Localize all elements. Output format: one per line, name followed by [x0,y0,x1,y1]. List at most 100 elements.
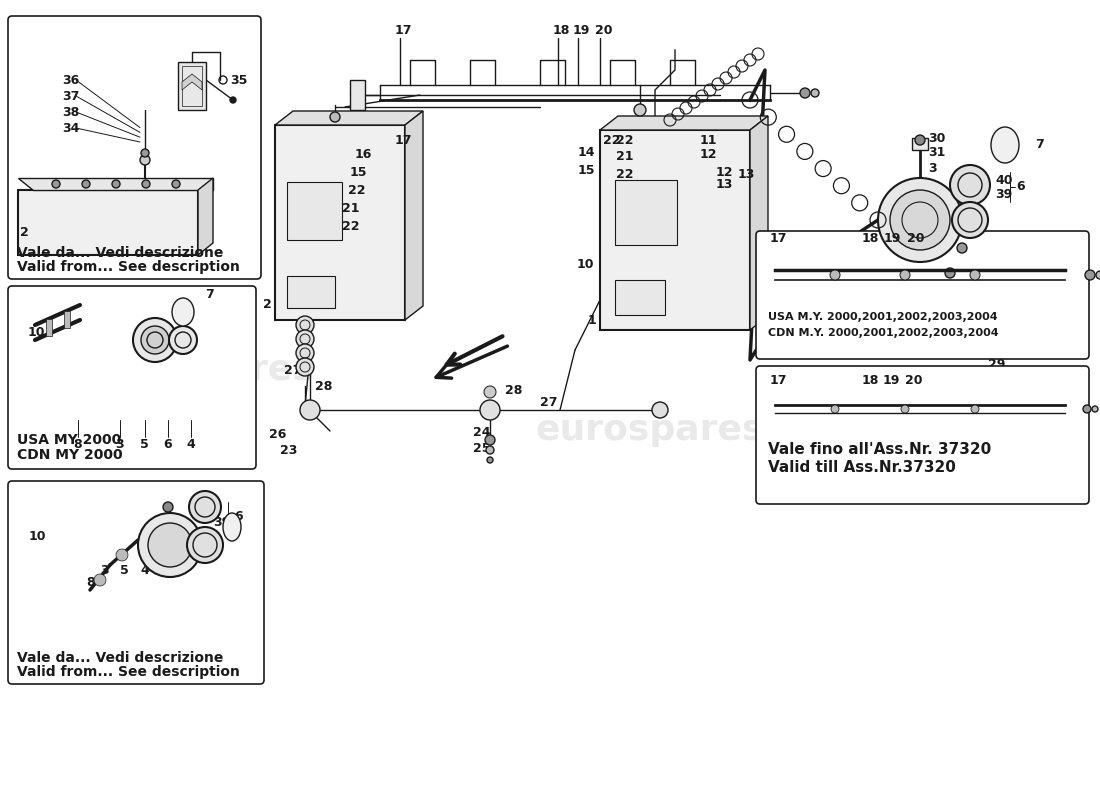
Circle shape [169,326,197,354]
Text: 5: 5 [120,563,129,577]
Text: 27: 27 [284,363,301,377]
Circle shape [485,435,495,445]
Text: Vale da... Vedi descrizione: Vale da... Vedi descrizione [16,246,223,260]
Text: eurospares: eurospares [536,413,764,447]
Text: 7: 7 [1035,138,1044,151]
Text: 18: 18 [862,231,879,245]
Text: USA M.Y. 2000,2001,2002,2003,2004: USA M.Y. 2000,2001,2002,2003,2004 [768,312,998,322]
Circle shape [116,549,128,561]
FancyBboxPatch shape [756,366,1089,504]
Text: 3: 3 [100,563,109,577]
Text: 25: 25 [473,442,491,454]
Circle shape [878,178,962,262]
FancyBboxPatch shape [756,231,1089,359]
Text: 20: 20 [595,23,613,37]
Bar [615,280,666,315]
Circle shape [296,330,314,348]
Text: CDN M.Y. 2000,2001,2002,2003,2004: CDN M.Y. 2000,2001,2002,2003,2004 [768,328,999,338]
Text: 23: 23 [280,443,297,457]
Circle shape [140,155,150,165]
Circle shape [296,358,314,376]
Text: Valid from... See description: Valid from... See description [16,665,240,679]
Bar [350,80,365,110]
Bar [45,319,52,336]
Text: 2: 2 [20,226,29,238]
Text: 16: 16 [355,149,373,162]
Circle shape [970,270,980,280]
Circle shape [811,89,819,97]
Text: 5: 5 [140,438,148,451]
Text: 10: 10 [28,326,45,338]
Circle shape [1096,271,1100,279]
Circle shape [142,180,150,188]
Text: 17: 17 [395,23,412,37]
Text: 11: 11 [700,134,717,146]
Bar [178,62,206,110]
Circle shape [230,97,236,103]
Text: 18: 18 [862,374,879,386]
Text: 31: 31 [928,146,945,158]
Circle shape [484,386,496,398]
Text: 37: 37 [62,90,79,102]
Polygon shape [198,178,213,255]
Text: 39: 39 [213,515,230,529]
Bar [182,66,202,106]
Text: 28: 28 [505,383,522,397]
Circle shape [1085,270,1094,280]
Text: 22: 22 [616,134,634,146]
Text: 22: 22 [620,186,638,198]
Circle shape [1084,405,1091,413]
Circle shape [112,180,120,188]
Polygon shape [600,116,768,130]
Text: 33: 33 [988,326,1005,338]
Circle shape [945,268,955,278]
Circle shape [952,202,988,238]
Text: 35: 35 [230,74,248,86]
Circle shape [163,502,173,512]
Circle shape [141,149,149,157]
Circle shape [890,190,950,250]
Text: Vale fino all'Ass.Nr. 37320: Vale fino all'Ass.Nr. 37320 [768,442,991,458]
Text: 28: 28 [315,381,332,394]
Circle shape [133,318,177,362]
Polygon shape [182,74,202,90]
Circle shape [189,491,221,523]
FancyBboxPatch shape [8,286,256,469]
Text: 22: 22 [342,221,360,234]
Text: 39: 39 [996,189,1012,202]
Circle shape [900,270,910,280]
Polygon shape [18,190,198,255]
Bar [64,311,69,328]
Bar [615,180,676,245]
Text: 6: 6 [1016,181,1024,194]
Circle shape [652,402,668,418]
Circle shape [634,104,646,116]
Text: 18: 18 [553,23,571,37]
Text: 8: 8 [800,283,808,297]
Text: 9: 9 [820,238,828,251]
Circle shape [82,180,90,188]
Bar [912,138,928,150]
Text: Valid from... See description: Valid from... See description [16,260,240,274]
Circle shape [915,135,925,145]
Ellipse shape [223,513,241,541]
Circle shape [901,405,909,413]
Polygon shape [18,178,213,190]
Text: 27: 27 [540,395,558,409]
Text: 2: 2 [263,298,272,311]
Text: 19: 19 [573,23,591,37]
Text: 12: 12 [716,166,734,178]
Text: 10: 10 [878,254,895,266]
Circle shape [172,180,180,188]
Text: 14: 14 [578,146,595,158]
Text: CDN MY 2000: CDN MY 2000 [16,448,122,462]
Text: 15: 15 [578,163,595,177]
Text: 22: 22 [603,134,620,146]
Circle shape [141,326,169,354]
Circle shape [187,527,223,563]
Ellipse shape [172,298,194,326]
Text: 19: 19 [884,231,901,245]
Text: 38: 38 [62,106,79,118]
Text: USA MY 2000: USA MY 2000 [16,433,121,447]
Ellipse shape [991,127,1019,163]
